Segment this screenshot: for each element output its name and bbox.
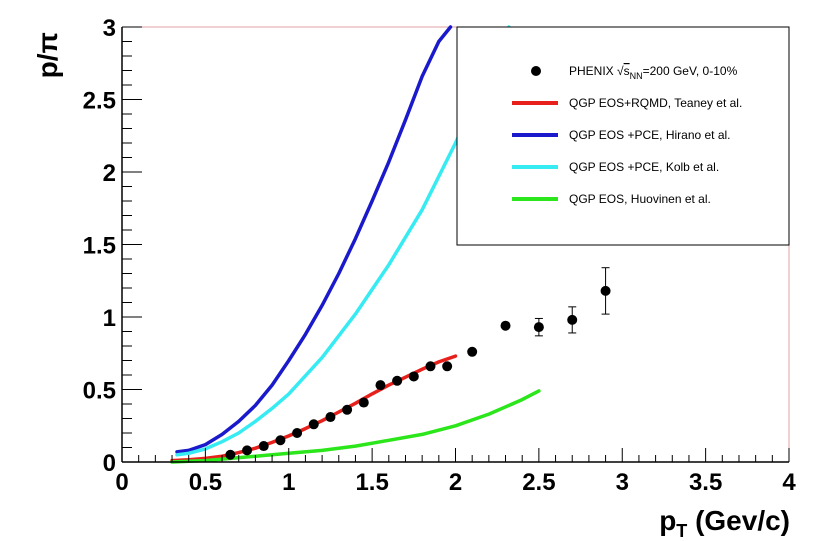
x-tick-label: 0.5 — [189, 469, 222, 496]
axes: 0 0.5 1 1.5 2 2.5 3 3.5 4 0 0.5 1 1.5 2 2.5 3 — [83, 15, 797, 496]
legend: PHENIX √sNN=200 GeV, 0-10% QGP EOS+RQMD,… — [456, 26, 790, 246]
data-point — [258, 441, 269, 452]
data-point — [467, 346, 478, 357]
x-axis-title: pT (Gev/c) — [659, 505, 790, 541]
y-tick-label: 0.5 — [83, 378, 116, 405]
data-point — [408, 371, 419, 382]
data-point — [375, 380, 386, 391]
data-point — [242, 445, 253, 456]
y-tick-label: 0 — [103, 450, 116, 477]
x-tick-label: 2.5 — [522, 469, 555, 496]
data-point — [425, 361, 436, 372]
data-point — [500, 320, 511, 331]
y-tick-label: 2.5 — [83, 88, 116, 115]
data-point — [358, 397, 369, 408]
data-point — [275, 435, 286, 446]
x-tick-label: 2 — [449, 469, 462, 496]
data-point — [308, 419, 319, 430]
legend-label-hirano: QGP EOS +PCE, Hirano et al. — [569, 128, 731, 142]
x-tick-label: 3 — [616, 469, 629, 496]
x-tick-label: 4 — [782, 469, 796, 496]
legend-label-teaney: QGP EOS+RQMD, Teaney et al. — [569, 96, 742, 110]
x-tick-label: 3.5 — [689, 469, 722, 496]
legend-label-phenix: PHENIX √sNN=200 GeV, 0-10% — [569, 64, 738, 81]
phenix-data-points — [225, 267, 611, 460]
x-tick-label: 1 — [282, 469, 295, 496]
data-point — [325, 412, 336, 423]
data-point — [442, 361, 453, 372]
curve-kolb — [175, 25, 511, 457]
y-tick-label: 1 — [103, 305, 116, 332]
y-tick-label: 3 — [103, 15, 116, 42]
data-point — [392, 375, 403, 386]
data-point — [533, 322, 544, 333]
y-axis-title: p/π — [32, 32, 63, 78]
x-tick-label: 0 — [115, 469, 128, 496]
data-point — [600, 285, 611, 296]
legend-label-kolb: QGP EOS +PCE, Kolb et al. — [569, 160, 719, 174]
y-tick-label: 1.5 — [83, 233, 116, 260]
data-point — [225, 449, 236, 460]
data-point — [567, 314, 578, 325]
curve-hirano — [175, 25, 453, 454]
legend-label-huovinen: QGP EOS, Huovinen et al. — [569, 192, 711, 206]
y-tick-label: 2 — [103, 160, 116, 187]
legend-marker-phenix — [531, 66, 541, 76]
data-point — [292, 428, 303, 438]
curve-huovinen — [170, 389, 541, 464]
data-point — [342, 404, 353, 415]
x-tick-label: 1.5 — [355, 469, 388, 496]
